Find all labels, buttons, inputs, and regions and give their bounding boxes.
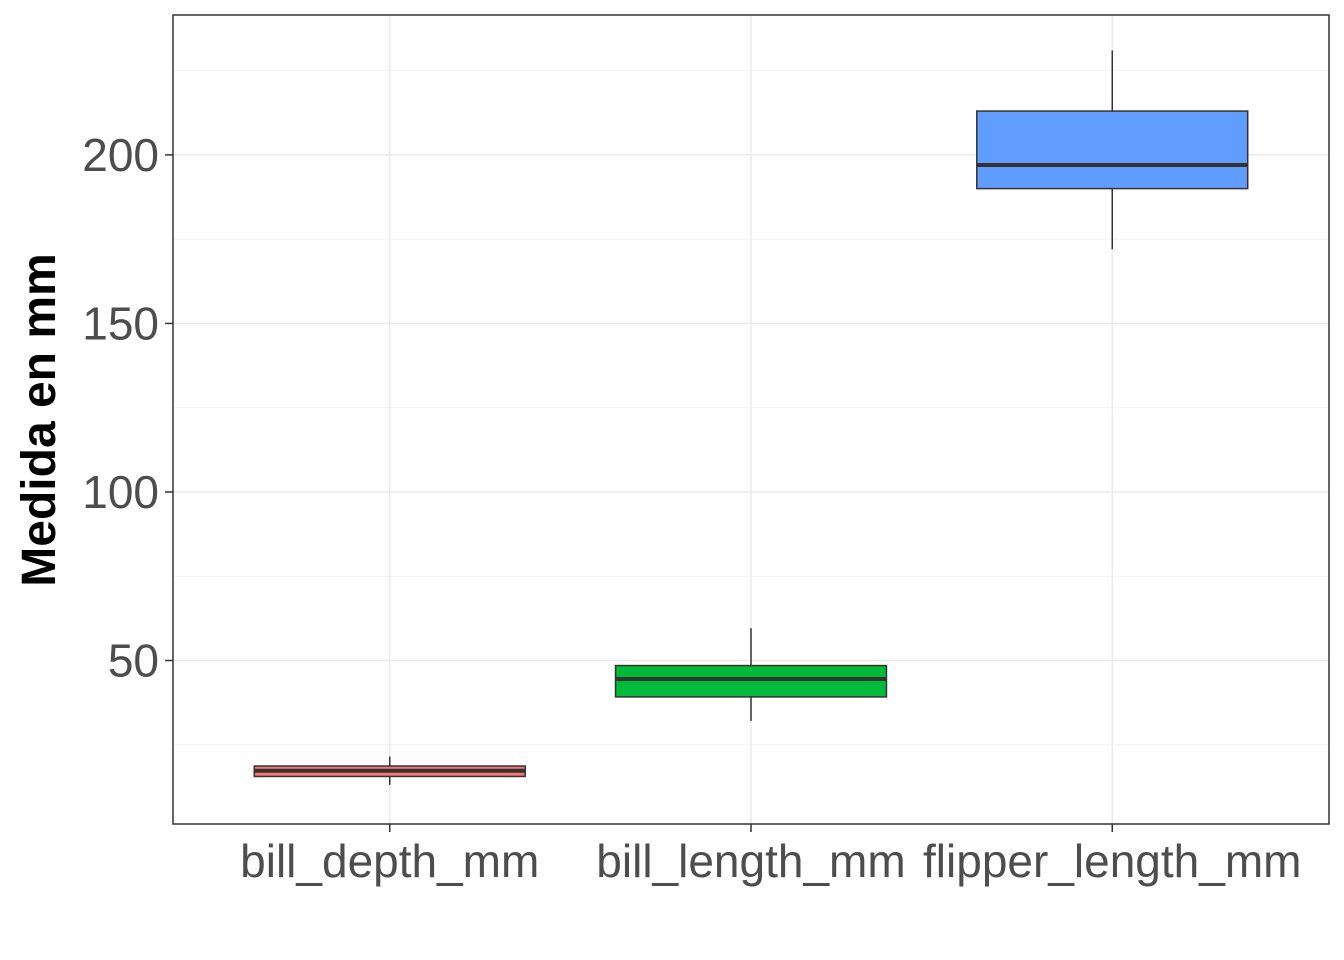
x-tick-label: bill_length_mm (596, 835, 905, 887)
y-axis-ticks: 50 100 150 200 (82, 129, 173, 687)
y-tick-label: 150 (82, 297, 159, 349)
y-tick-label: 200 (82, 129, 159, 181)
y-tick-label: 100 (82, 466, 159, 518)
x-axis-ticks: bill_depth_mm bill_length_mm flipper_lengt… (240, 824, 1301, 887)
box-body (614, 664, 888, 698)
box-body (976, 110, 1249, 190)
x-tick-label: flipper_length_mm (923, 835, 1301, 887)
y-axis-title: Medida en mm (13, 253, 66, 586)
box-bill_length_mm (614, 628, 888, 721)
box-series (253, 50, 1249, 785)
y-tick-label: 50 (108, 635, 159, 687)
box-flipper_length_mm (976, 50, 1249, 250)
box-bill_depth_mm (253, 756, 526, 785)
x-tick-label: bill_depth_mm (240, 835, 539, 887)
